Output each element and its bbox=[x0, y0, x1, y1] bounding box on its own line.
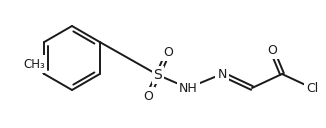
Text: S: S bbox=[154, 68, 162, 82]
Text: O: O bbox=[267, 44, 277, 56]
Text: NH: NH bbox=[179, 82, 197, 94]
Text: CH₃: CH₃ bbox=[23, 57, 45, 71]
Text: Cl: Cl bbox=[306, 82, 318, 94]
Text: O: O bbox=[143, 89, 153, 103]
Text: O: O bbox=[163, 45, 173, 58]
Text: N: N bbox=[217, 67, 227, 81]
